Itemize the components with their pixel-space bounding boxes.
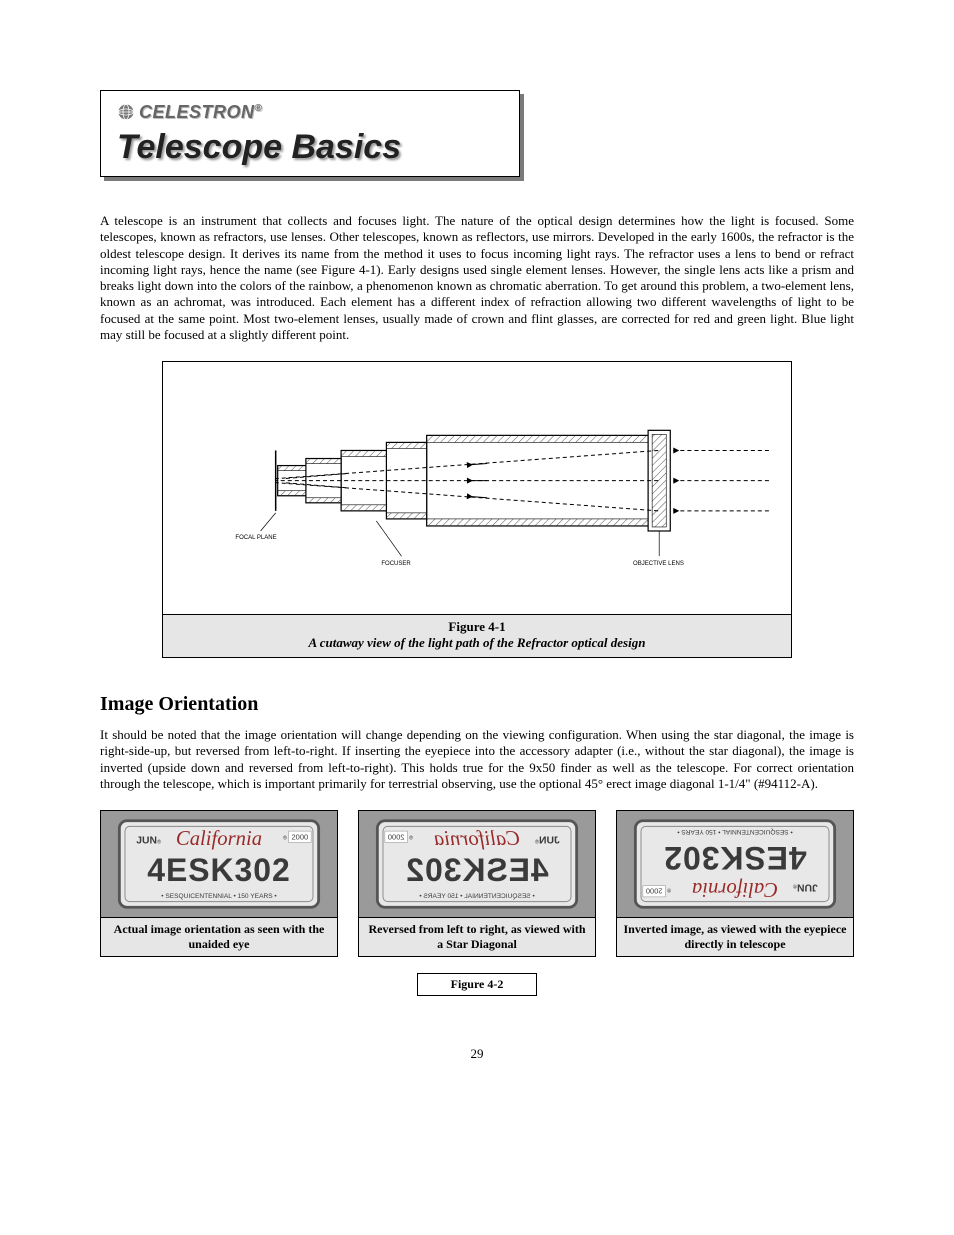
intro-paragraph: A telescope is an instrument that collec… [100, 213, 854, 343]
plate-image-normal: JUN ® California ® 2000 4ESK302 • SESQUI… [101, 811, 337, 917]
svg-text:California: California [176, 828, 262, 850]
globe-icon [117, 103, 135, 121]
brand-row: CELESTRON® [117, 101, 503, 124]
plate-image-mirrored: JUN ® California ® 2000 4ESK302 • SESQUI… [359, 811, 595, 917]
plate-card-inverted: JUN ® California ® 2000 4ESK302 • SESQUI… [616, 810, 854, 957]
figure-4-1: FOCAL PLANE FOCUSER OBJECTIVE LENS Figur… [162, 361, 792, 658]
svg-text:JUN: JUN [797, 882, 818, 893]
svg-text:4ESK302: 4ESK302 [405, 852, 548, 888]
label-objective-lens: OBJECTIVE LENS [633, 561, 684, 567]
page-number: 29 [100, 1046, 854, 1062]
svg-text:California: California [692, 878, 778, 900]
figure-4-1-diagram: FOCAL PLANE FOCUSER OBJECTIVE LENS [163, 362, 791, 614]
brand-reg: ® [255, 103, 263, 114]
svg-text:• SESQUICENTENNIAL • 150 YEARS: • SESQUICENTENNIAL • 150 YEARS • [161, 893, 277, 900]
svg-text:JUN: JUN [136, 836, 157, 847]
figure-4-1-caption: Figure 4-1 A cutaway view of the light p… [163, 614, 791, 658]
section-paragraph: It should be noted that the image orient… [100, 727, 854, 792]
plate-image-inverted: JUN ® California ® 2000 4ESK302 • SESQUI… [617, 811, 853, 917]
svg-text:2000: 2000 [388, 833, 405, 842]
plate-caption-inverted: Inverted image, as viewed with the eyepi… [617, 917, 853, 956]
plate-caption-normal: Actual image orientation as seen with th… [101, 917, 337, 956]
plates-row: JUN ® California ® 2000 4ESK302 • SESQUI… [100, 810, 854, 957]
svg-text:2000: 2000 [291, 833, 308, 842]
svg-text:• SESQUICENTENNIAL • 150 YEARS: • SESQUICENTENNIAL • 150 YEARS • [677, 828, 793, 835]
svg-text:• SESQUICENTENNIAL • 150 YEARS: • SESQUICENTENNIAL • 150 YEARS • [419, 893, 535, 900]
refractor-diagram-svg: FOCAL PLANE FOCUSER OBJECTIVE LENS [175, 380, 779, 601]
figure-4-1-desc: A cutaway view of the light path of the … [169, 635, 785, 651]
svg-text:California: California [434, 828, 520, 850]
label-focuser: FOCUSER [381, 561, 411, 567]
plate-card-normal: JUN ® California ® 2000 4ESK302 • SESQUI… [100, 810, 338, 957]
figure-4-1-title: Figure 4-1 [169, 619, 785, 635]
svg-text:2000: 2000 [646, 887, 663, 896]
svg-text:JUN: JUN [539, 836, 560, 847]
svg-text:4ESK302: 4ESK302 [663, 840, 806, 876]
brand-name: CELESTRON [139, 102, 255, 122]
svg-text:4ESK302: 4ESK302 [147, 852, 290, 888]
brand-text: CELESTRON® [139, 101, 262, 124]
plate-card-mirrored: JUN ® California ® 2000 4ESK302 • SESQUI… [358, 810, 596, 957]
plate-caption-mirrored: Reversed from left to right, as viewed w… [359, 917, 595, 956]
section-heading: Image Orientation [100, 692, 854, 717]
title-box: CELESTRON® Telescope Basics [100, 90, 520, 177]
label-focal-plane: FOCAL PLANE [235, 535, 276, 541]
page-title: Telescope Basics [117, 126, 503, 169]
figure-4-2-label: Figure 4-2 [417, 973, 537, 996]
